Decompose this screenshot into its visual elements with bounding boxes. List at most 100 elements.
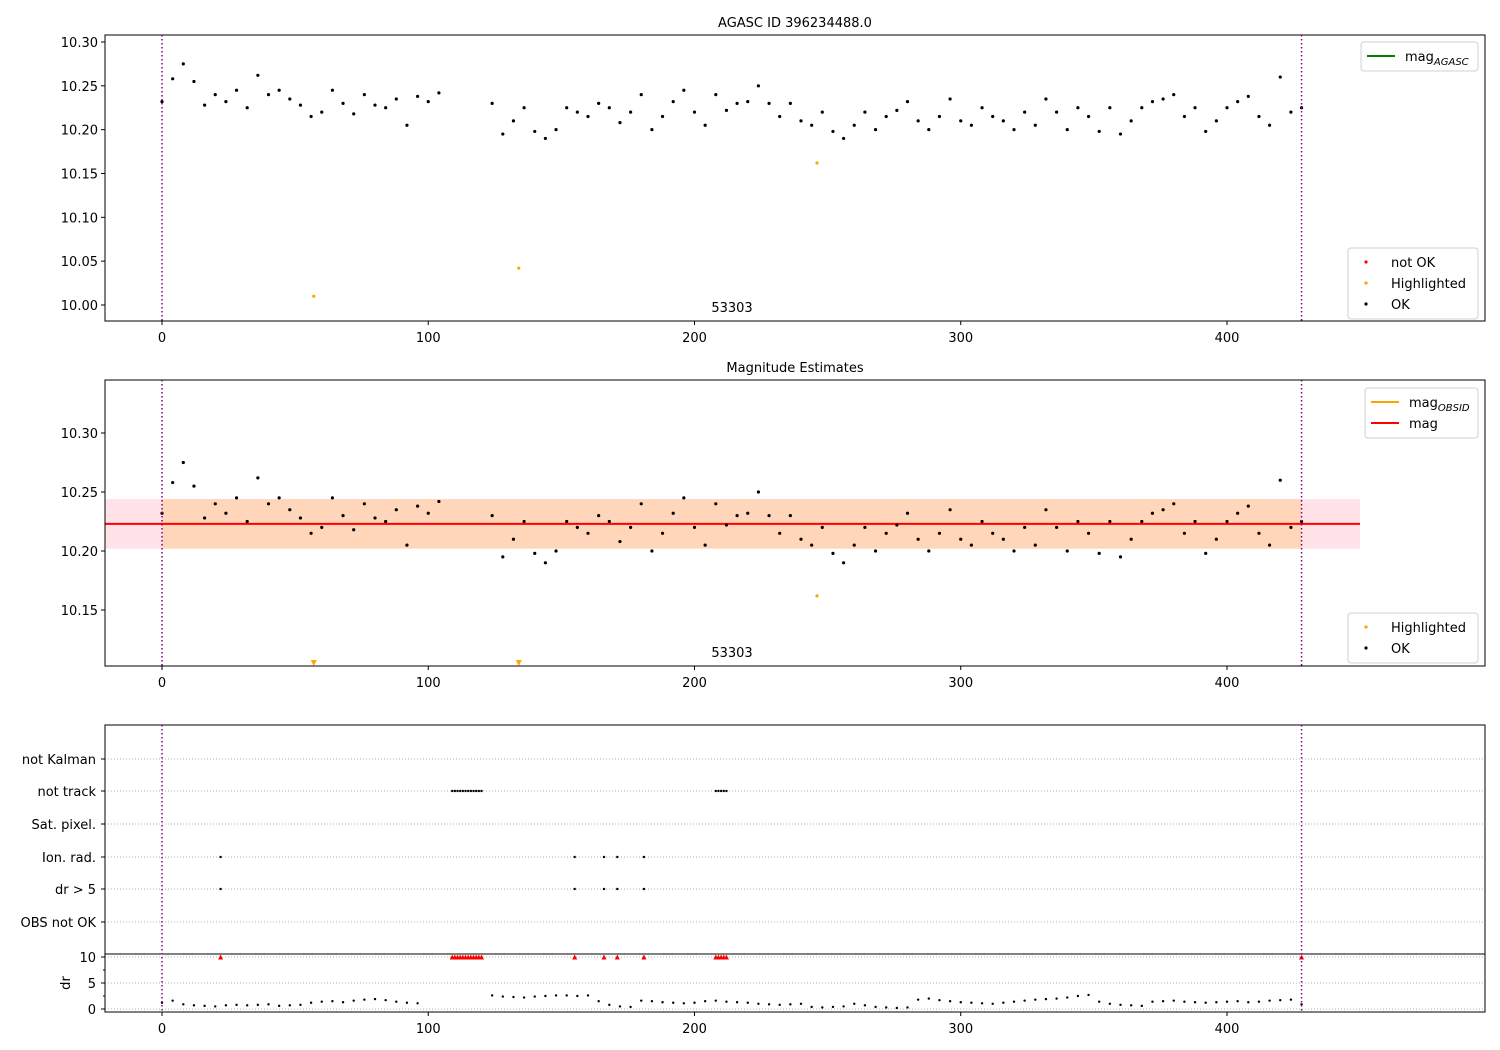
x-tick-label: 200 xyxy=(682,676,707,691)
dr-point xyxy=(533,995,536,998)
data-point-ok xyxy=(192,79,196,84)
dr-point xyxy=(991,1002,994,1005)
data-point-ok xyxy=(703,543,707,547)
data-point-ok xyxy=(426,511,430,515)
data-point-ok xyxy=(234,496,239,500)
data-point-ok xyxy=(1108,106,1112,110)
y-tick-label: 10.15 xyxy=(61,604,98,619)
legend-subscript: AGASC xyxy=(1433,57,1469,68)
dr-point xyxy=(1161,1000,1165,1003)
dr-point xyxy=(661,1001,664,1004)
flag-point xyxy=(451,789,454,793)
dr-point xyxy=(235,1003,238,1007)
data-point-ok xyxy=(767,101,771,105)
x-tick-label: 400 xyxy=(1215,331,1240,346)
dr-point xyxy=(810,1005,813,1009)
dr-point xyxy=(1172,999,1175,1002)
flag-point xyxy=(573,887,576,891)
data-point-ok xyxy=(501,132,505,136)
dr-clipped-marker xyxy=(614,954,620,960)
dr-tick-label: 10 xyxy=(79,951,96,966)
data-point-ok xyxy=(1236,511,1240,515)
dr-point xyxy=(1012,1000,1016,1003)
flag-label: not Kalman xyxy=(22,753,96,768)
data-point-ok xyxy=(746,100,750,104)
dr-point xyxy=(1119,1003,1122,1007)
y-tick-label: 10.15 xyxy=(61,167,98,182)
dr-point xyxy=(1055,997,1058,1000)
data-point-ok xyxy=(1172,502,1176,506)
dr-point xyxy=(341,1001,345,1004)
dr-point xyxy=(1193,1001,1197,1004)
data-point-ok xyxy=(1097,129,1101,134)
flag-label: Ion. rad. xyxy=(42,851,96,866)
data-point-ok xyxy=(490,101,494,105)
data-point-ok xyxy=(543,136,548,141)
y-tick-label: 10.30 xyxy=(61,427,98,442)
dr-point xyxy=(703,1000,707,1003)
y-tick-label: 10.05 xyxy=(61,255,98,270)
data-point-ok xyxy=(639,502,643,506)
data-point-ok xyxy=(160,100,164,104)
dr-point xyxy=(1023,999,1026,1002)
dr-point xyxy=(586,994,590,997)
flag-point xyxy=(717,789,720,793)
y-tick-label: 10.10 xyxy=(61,211,98,226)
legend-point-swatch xyxy=(1364,260,1368,264)
flag-point xyxy=(461,789,465,793)
data-point-ok xyxy=(991,531,995,535)
dr-point xyxy=(1076,994,1080,998)
dr-point xyxy=(842,1005,845,1008)
data-point-ok xyxy=(320,525,324,530)
data-point-ok xyxy=(1044,97,1048,101)
data-point-ok xyxy=(724,523,729,527)
dr-point xyxy=(1129,1004,1133,1007)
dr-point xyxy=(352,999,355,1002)
data-point-ok xyxy=(341,101,345,105)
dr-point xyxy=(203,1004,206,1008)
x-tick-label: 100 xyxy=(416,1022,441,1037)
data-point-ok xyxy=(362,502,366,506)
data-point-ok xyxy=(1140,519,1144,524)
flag-point xyxy=(464,789,467,793)
flag-point xyxy=(459,789,462,793)
data-point-ok xyxy=(714,92,718,97)
flag-point xyxy=(642,887,646,891)
dr-point xyxy=(927,997,930,1000)
data-point-ok xyxy=(1182,114,1186,119)
dr-point xyxy=(629,1005,632,1009)
data-point-ok xyxy=(586,114,590,119)
panel-flags-dr: not Kalman not track Sat. pixel. Ion. rad. d… xyxy=(21,724,1486,1037)
x-tick-label: 300 xyxy=(948,1022,973,1037)
data-point-ok xyxy=(1268,123,1272,127)
data-point-ok xyxy=(1225,519,1229,524)
dr-point xyxy=(895,1006,899,1010)
data-point-ok xyxy=(586,531,590,535)
data-point-ok xyxy=(1118,132,1123,136)
data-point-ok xyxy=(607,519,611,524)
flag-label: not track xyxy=(37,785,96,800)
data-point-ok xyxy=(1150,100,1155,104)
data-point-ok xyxy=(1033,543,1037,547)
data-point-ok xyxy=(405,543,409,547)
data-point-ok xyxy=(1225,106,1229,110)
dr-point xyxy=(384,998,387,1002)
data-point-ok xyxy=(692,525,697,530)
data-point-ok xyxy=(629,525,633,530)
data-point-highlighted xyxy=(815,594,819,598)
offscale-highlighted-marker xyxy=(310,660,317,666)
x-tick-label: 300 xyxy=(948,331,973,346)
data-point-ok xyxy=(831,129,835,134)
data-point-ok xyxy=(1076,519,1080,524)
flag-point xyxy=(602,887,606,891)
data-point-ok xyxy=(1065,549,1069,553)
data-point-ok xyxy=(309,531,313,535)
dr-clipped-marker xyxy=(572,954,578,960)
data-point-ok xyxy=(969,123,974,127)
x-tick-label: 300 xyxy=(948,676,973,691)
dr-point xyxy=(224,1004,228,1007)
data-point-ok xyxy=(1214,119,1218,123)
data-point-ok xyxy=(852,123,856,127)
legend-point-swatch xyxy=(1364,625,1368,629)
dr-point xyxy=(959,1001,962,1004)
